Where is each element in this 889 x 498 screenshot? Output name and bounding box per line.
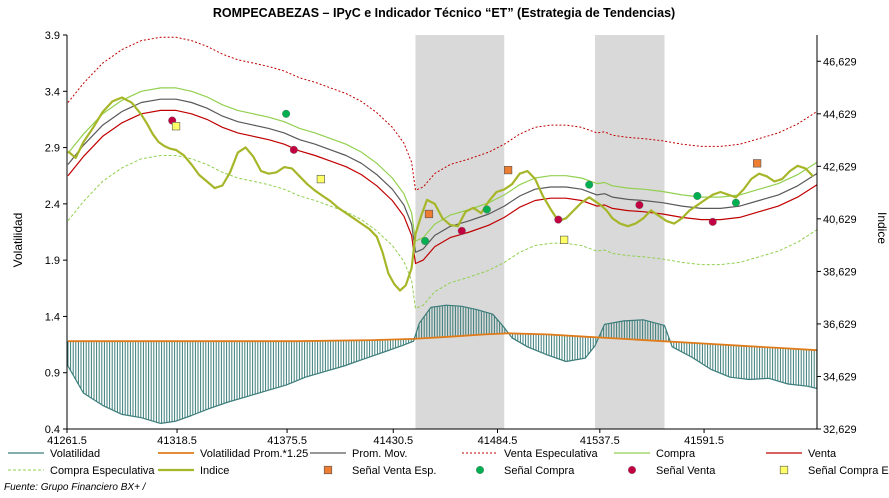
legend-item-volatilidad: Volatilidad	[8, 448, 100, 460]
series-line-venta-esp	[67, 36, 818, 191]
signal-markers	[168, 109, 762, 246]
x-tick-label: 41430.5	[373, 435, 413, 447]
legend-item-venta-esp: Venta Especulativa	[462, 448, 598, 460]
y2-tick-label: 44,629	[823, 109, 857, 121]
y-tick-label: 1.9	[45, 255, 60, 267]
shaded-regions	[415, 35, 665, 429]
signal-senal-venta	[457, 226, 466, 235]
signal-senal-compra	[482, 205, 491, 214]
source-note: Fuente: Grupo Financiero BX+ /	[4, 482, 146, 493]
x-tick-label: 41537.5	[580, 435, 620, 447]
signal-senal-venta	[635, 200, 644, 209]
legend-label: Señal Compra Esp.	[808, 465, 889, 477]
legend-swatch	[323, 465, 333, 475]
signal-senal-compra	[585, 180, 594, 189]
legend-item-compra: Compra	[614, 448, 696, 460]
legend-item-venta: Venta	[766, 448, 837, 460]
legend-item-compra-esp: Compra Especulativa	[8, 465, 155, 477]
y-tick-label: 2.4	[45, 199, 60, 211]
legend-item-senal-compra: Señal Compra	[476, 465, 575, 477]
signal-senal-compra-esp	[560, 235, 569, 244]
legend-swatch	[628, 466, 637, 475]
legend-item-indice: Indice	[158, 465, 229, 477]
chart-title: ROMPECABEZAS – IPyC e Indicador Técnico …	[213, 6, 675, 20]
y-tick-label: 0.4	[45, 424, 60, 436]
x-tick-label: 41318.5	[157, 435, 197, 447]
legend-label: Venta	[808, 448, 837, 460]
x-tick-label: 41375.5	[267, 435, 307, 447]
legend-label: Compra	[656, 448, 696, 460]
signal-senal-venta	[289, 145, 298, 154]
series-line-compra-esp	[67, 155, 818, 309]
signal-senal-compra-esp	[171, 122, 181, 131]
y2-tick-label: 34,629	[823, 371, 857, 383]
signal-senal-venta-esp	[753, 159, 762, 168]
signal-senal-compra	[421, 237, 430, 246]
legend-label: Señal Compra	[504, 465, 575, 477]
legend-item-senal-compra-esp: Señal Compra Esp.	[779, 465, 889, 477]
x-tick-label: 41591.5	[684, 435, 724, 447]
y-tick-label: 1.4	[45, 311, 60, 323]
signal-senal-venta	[554, 215, 563, 224]
legend-item-senal-venta: Señal Venta	[628, 465, 716, 477]
signal-senal-compra-esp	[316, 174, 325, 184]
legend-label: Señal Venta	[656, 465, 716, 477]
y2-tick-label: 36,629	[823, 319, 857, 331]
series-lines	[67, 36, 818, 424]
series-line-vol-prom	[68, 332, 818, 352]
y2-tick-label: 46,629	[823, 56, 857, 68]
legend-label: Indice	[200, 465, 229, 477]
legend-swatch	[779, 465, 789, 475]
y-tick-label: 2.9	[45, 143, 60, 155]
signal-senal-venta-esp	[504, 165, 513, 175]
signal-senal-compra	[693, 191, 702, 200]
legend-item-prom-mov: Prom. Mov.	[310, 448, 407, 460]
y2-tick-label: 42,629	[823, 161, 857, 173]
y2-tick-label: 40,629	[823, 214, 857, 226]
signal-senal-venta	[708, 217, 717, 226]
legend: Volatilidad Volatilidad Prom.*1.25 Prom. M…	[8, 448, 889, 477]
signal-senal-venta-esp	[424, 209, 434, 219]
series-line-venta	[67, 109, 818, 265]
y-tick-label: 0.9	[45, 368, 60, 380]
legend-swatch	[476, 466, 485, 475]
legend-item-vol-prom: Volatilidad Prom.*1.25	[158, 448, 308, 460]
y-tick-label: 3.4	[45, 86, 60, 98]
legend-label: Venta Especulativa	[504, 448, 598, 460]
x-tick-label: 41261.5	[47, 435, 87, 447]
x-tick-label: 41484.5	[478, 435, 518, 447]
legend-label: Volatilidad	[50, 448, 100, 460]
legend-label: Compra Especulativa	[50, 465, 155, 477]
y-axis-label: Volatilidad	[11, 213, 25, 268]
signal-senal-compra	[731, 198, 740, 207]
y-tick-label: 3.9	[45, 30, 60, 42]
y2-axis-label: Indice	[875, 212, 889, 244]
series-line-indice	[67, 96, 814, 292]
series-line-volatilidad	[67, 304, 818, 424]
signal-senal-compra	[282, 109, 291, 118]
y2-tick-label: 32,629	[823, 424, 857, 436]
series-line-prom-mov	[67, 98, 818, 253]
y2-tick-label: 38,629	[823, 266, 857, 278]
axes: 0.4 0.9 1.4 1.9 2.4 2.9 3.4 3.9 32,629 34,629 36,6…	[45, 30, 857, 447]
legend-item-senal-venta-esp: Señal Venta Esp.	[323, 465, 436, 477]
legend-label: Señal Venta Esp.	[352, 465, 436, 477]
legend-label: Volatilidad Prom.*1.25	[200, 448, 308, 460]
shaded-region-2	[594, 35, 665, 429]
legend-label: Prom. Mov.	[352, 448, 407, 460]
